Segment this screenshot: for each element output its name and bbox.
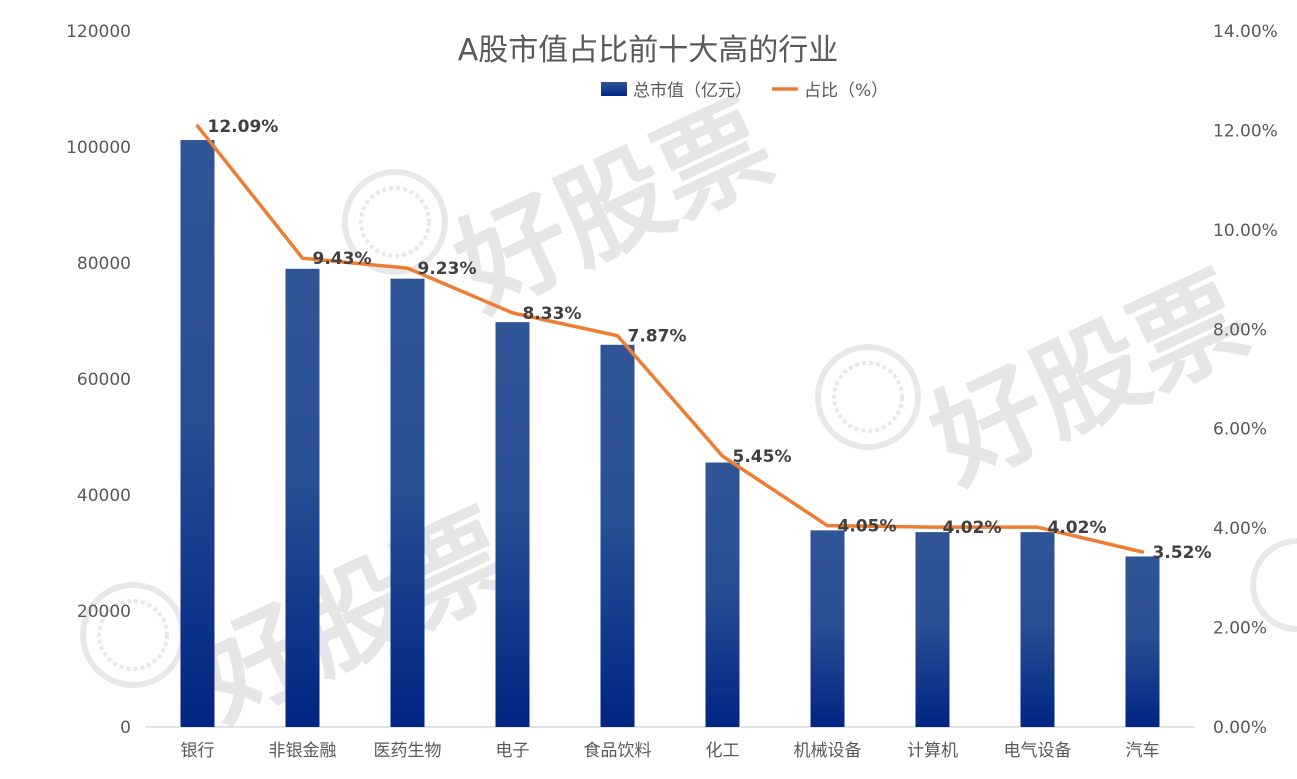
line-point [721,454,724,458]
line-data-label: 4.05% [838,517,897,537]
line-data-label: 4.02% [1048,518,1107,538]
legend-bar-swatch [601,82,627,96]
left-y-tick-label: 40000 [77,486,131,506]
line-point [196,124,199,128]
x-tick-label: 医药生物 [374,741,442,761]
x-tick-label: 食品饮料 [584,741,652,761]
legend: 总市值（亿元） 占比（%） [601,81,888,101]
line-data-label: 8.33% [523,304,582,324]
watermark-seal-icon [342,169,448,275]
watermark-layer: 好股票 好股票 好股票 [80,79,1297,745]
x-tick-label: 电气设备 [1004,741,1072,761]
line-point [826,524,829,528]
bar [915,532,950,727]
x-tick-label: 银行 [181,741,215,761]
left-y-tick-label: 100000 [66,138,131,158]
left-y-tick-label: 60000 [77,370,131,390]
line-data-label: 12.09% [208,117,279,137]
right-y-tick-label: 6.00% [1213,420,1267,440]
legend-bar-label: 总市值（亿元） [633,81,752,101]
bar [1020,532,1055,727]
x-tick-label: 非银金融 [269,741,337,761]
line-series [195,124,1145,554]
line-data-label: 9.23% [418,259,477,279]
left-y-tick-label: 20000 [77,602,131,622]
x-tick-label: 机械设备 [794,741,862,761]
bar [390,278,425,727]
bar [705,462,740,727]
line-data-label: 7.87% [628,327,687,347]
line-data-label: 9.43% [313,249,372,269]
line-point [1036,525,1039,529]
x-tick-label: 化工 [706,741,740,761]
right-y-tick-label: 10.00% [1213,221,1278,241]
left-y-tick-label: 120000 [66,22,131,42]
x-axis-labels: 银行 非银金融 医药生物 电子 食品饮料 化工 机械设备 计算机 电气设备 汽车 [181,741,1160,761]
bar [1125,556,1160,727]
bar [495,322,530,727]
bar [810,530,845,727]
right-y-tick-label: 2.00% [1213,619,1267,639]
bar [285,268,320,727]
left-y-tick-label: 80000 [77,254,131,274]
watermark-text: 好股票 [912,251,1266,507]
line-point [616,334,619,338]
right-y-tick-label: 0.00% [1213,718,1267,738]
bar [180,140,215,728]
left-y-axis: 0 20000 40000 60000 80000 100000 120000 [66,22,131,738]
x-tick-label: 计算机 [907,741,958,761]
line-data-labels: 12.09% 9.43% 9.23% 8.33% 7.87% 5.45% 4.05% 4.02… [208,117,1212,563]
watermark-seal-icon [80,582,186,688]
right-y-tick-label: 14.00% [1213,22,1278,42]
chart-title: A股市值占比前十大高的行业 [458,33,839,68]
line-data-label: 5.45% [733,447,792,467]
line-point [511,311,514,315]
watermark-text: 好股票 [437,79,791,335]
x-tick-label: 汽车 [1126,741,1160,761]
bar [600,344,635,727]
line-path [195,124,1145,554]
right-y-axis: 0.00% 2.00% 4.00% 6.00% 8.00% 10.00% 12.00% 14.… [1213,22,1278,738]
bar-series [180,140,1160,728]
right-y-tick-label: 4.00% [1213,519,1267,539]
line-data-label: 3.52% [1153,543,1212,563]
legend-line-label: 占比（%） [804,81,888,101]
line-point [1141,550,1144,554]
line-point [301,256,304,260]
left-y-tick-label: 0 [120,718,131,738]
line-point [931,525,934,529]
right-y-tick-label: 8.00% [1213,320,1267,340]
x-tick-label: 电子 [496,741,530,761]
watermark-seal-icon [1250,538,1297,632]
line-data-label: 4.02% [943,518,1002,538]
watermark-seal-icon [815,344,921,450]
right-y-tick-label: 12.00% [1213,121,1278,141]
line-point [406,266,409,270]
watermark-text: 好股票 [177,489,531,745]
